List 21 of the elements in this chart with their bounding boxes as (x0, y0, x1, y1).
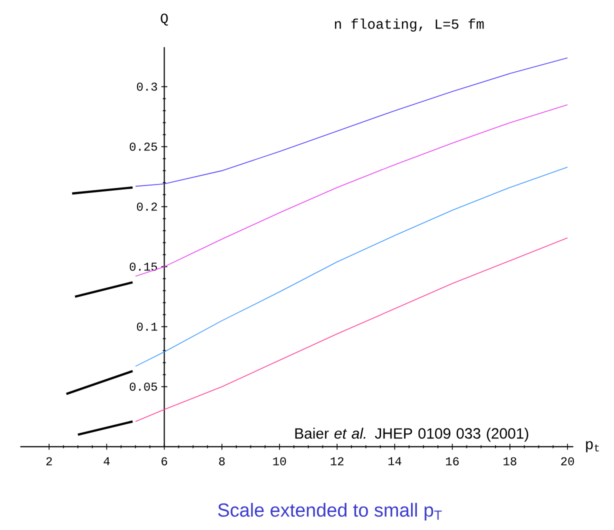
x-tick-label: 10 (273, 457, 286, 466)
x-tick-label: 14 (388, 457, 402, 466)
x-tick-label: 18 (504, 457, 516, 466)
x-tick-label: 20 (561, 457, 574, 466)
y-axis-title: Q (160, 14, 168, 26)
chart-title: n floating, L=5 fm (334, 18, 484, 32)
x-tick-label: 8 (219, 457, 225, 466)
x-tick-label: 16 (446, 457, 459, 466)
x-axis-title: p$_{t}$ (586, 441, 599, 452)
y-tick-label: 0.1 (136, 322, 158, 331)
annotation: Baier et al. JHEP 0109 033 (2001) (295, 428, 528, 442)
y-tick-label: 0.25 (130, 142, 158, 151)
y-tick-label: 0.15 (130, 262, 158, 271)
x-tick-label: 4 (104, 457, 110, 466)
text: Scale extended to small p$_{T}$ (218, 502, 442, 521)
y-tick-label: 0.2 (136, 202, 157, 211)
x-tick-label: 12 (330, 457, 344, 466)
x-tick-label: 2 (46, 457, 52, 466)
y-tick-label: 0.3 (136, 82, 158, 91)
x-tick-label: 6 (162, 457, 168, 466)
y-tick-label: 0.05 (130, 382, 158, 391)
